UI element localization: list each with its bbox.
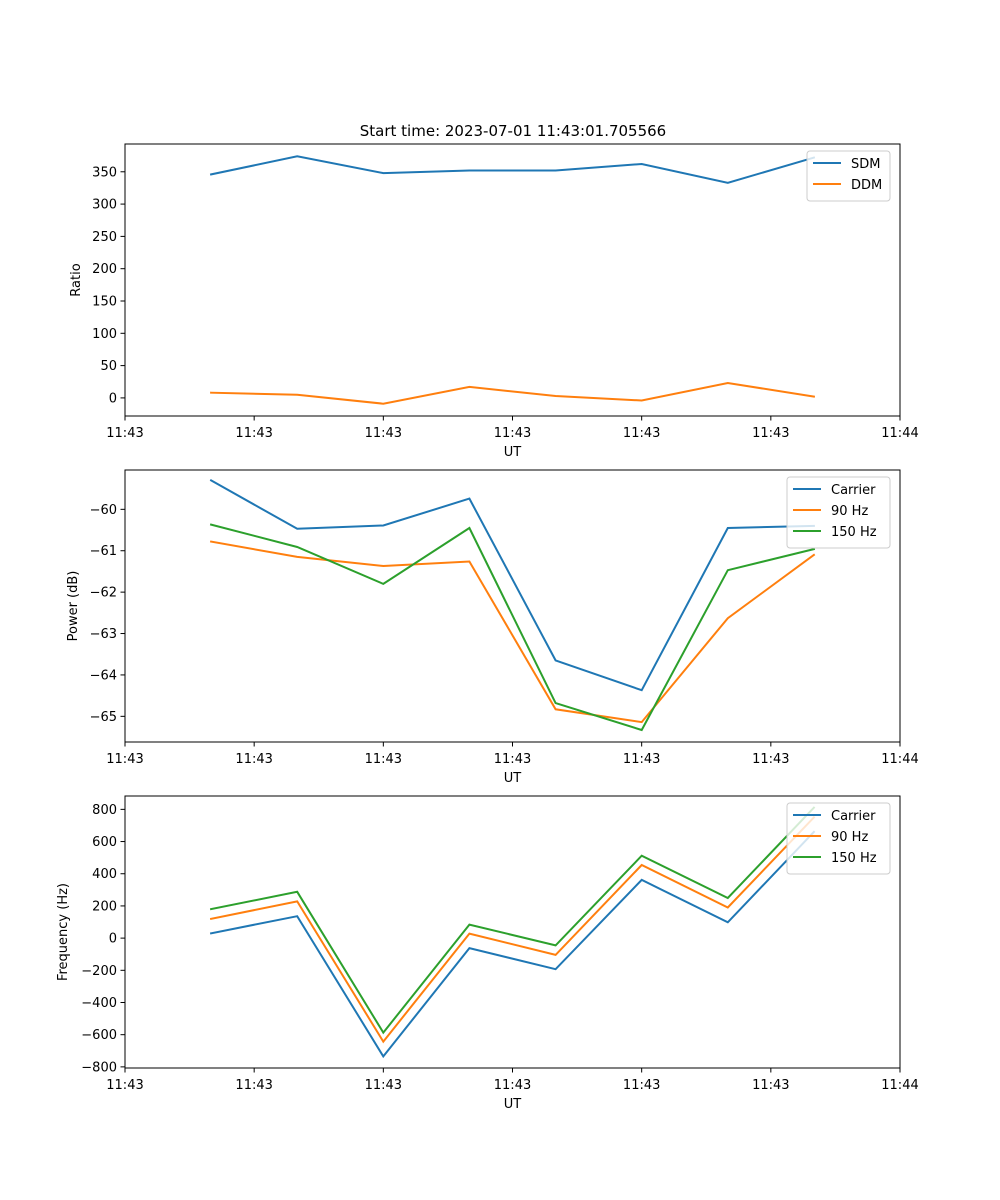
power-chart: 11:43 11:43 11:43 11:43 11:43 11:43 11:44 −60 −6…: [66, 469, 919, 786]
frequency-x-tick-label: 11:43: [106, 1078, 143, 1093]
power-x-axis-label: UT: [504, 771, 522, 786]
ratio-y-tick-label: 100: [92, 327, 117, 342]
frequency-series-carrier-line: [209, 830, 816, 1059]
power-legend-label-carrier: Carrier: [831, 483, 876, 498]
frequency-y-tick-label: 800: [92, 803, 117, 818]
frequency-series-90-hz-line: [209, 815, 816, 1044]
power-x-tick-label: 11:43: [365, 752, 402, 767]
ratio-y-tick-label: 200: [92, 262, 117, 277]
ratio-legend-label-ddm: DDM: [851, 178, 882, 193]
ratio-x-tick-label: 11:43: [365, 426, 402, 441]
ratio-series-sdm-line: [209, 155, 816, 184]
ratio-y-tick-label: 50: [100, 359, 117, 374]
power-x-tick-label: 11:43: [752, 752, 789, 767]
frequency-y-tick-label: −800: [81, 1060, 117, 1075]
ratio-y-tick-label: 300: [92, 198, 117, 213]
ratio-x-tick-label: 11:43: [752, 426, 789, 441]
ratio-y-tick-label: 150: [92, 294, 117, 309]
frequency-legend-label-150-hz: 150 Hz: [831, 851, 877, 866]
ratio-x-axis-label: UT: [504, 445, 522, 460]
power-y-tick-label: −63: [90, 627, 117, 642]
frequency-x-tick-label: 11:43: [235, 1078, 272, 1093]
ratio-y-axis-label: Ratio: [69, 263, 84, 296]
power-x-tick-label: 11:43: [494, 752, 531, 767]
power-x-tick-label: 11:43: [623, 752, 660, 767]
frequency-legend-label-90-hz: 90 Hz: [831, 830, 868, 845]
ratio-series-ddm-line: [210, 381, 816, 405]
frequency-legend-label-carrier: Carrier: [831, 809, 876, 824]
power-x-tick-label: 11:43: [235, 752, 272, 767]
power-series-carrier-line: [209, 479, 815, 692]
power-series-90-hz-line: [209, 540, 816, 724]
power-x-tick-label: 11:44: [881, 752, 918, 767]
frequency-y-tick-label: −600: [81, 1028, 117, 1043]
frequency-x-tick-label: 11:44: [881, 1078, 918, 1093]
power-series-150-hz-line: [209, 523, 816, 732]
power-y-tick-label: −62: [90, 586, 117, 601]
power-x-tick-label: 11:43: [106, 752, 143, 767]
frequency-x-tick-label: 11:43: [494, 1078, 531, 1093]
frequency-x-axis-label: UT: [504, 1097, 522, 1112]
ratio-y-tick-label: 0: [109, 391, 117, 406]
ratio-chart: 11:43 11:43 11:43 11:43 11:43 11:43 11:44 0 50 10…: [69, 143, 919, 460]
ratio-x-tick-label: 11:43: [494, 426, 531, 441]
power-y-tick-label: −64: [90, 668, 117, 683]
frequency-y-axis-label: Frequency (Hz): [56, 883, 71, 981]
ratio-x-tick-label: 11:43: [106, 426, 143, 441]
ratio-x-tick-label: 11:43: [623, 426, 660, 441]
power-legend-label-150-hz: 150 Hz: [831, 525, 877, 540]
power-y-tick-label: −65: [90, 710, 117, 725]
power-legend-label-90-hz: 90 Hz: [831, 504, 868, 519]
figure-title: Start time: 2023-07-01 11:43:01.705566: [360, 122, 666, 140]
power-y-axis-label: Power (dB): [66, 571, 81, 642]
power-y-tick-label: −61: [90, 544, 117, 559]
ratio-x-tick-label: 11:44: [881, 426, 918, 441]
frequency-x-tick-label: 11:43: [365, 1078, 402, 1093]
frequency-x-tick-label: 11:43: [752, 1078, 789, 1093]
ratio-y-tick-label: 350: [92, 165, 117, 180]
power-y-tick-label: −60: [90, 503, 117, 518]
frequency-y-tick-label: 0: [109, 932, 117, 947]
ratio-x-tick-label: 11:43: [235, 426, 272, 441]
ratio-y-tick-label: 250: [92, 230, 117, 245]
frequency-x-tick-label: 11:43: [623, 1078, 660, 1093]
frequency-chart: 11:43 11:43 11:43 11:43 11:43 11:43 11:44 800 60…: [56, 795, 919, 1112]
frequency-series-150-hz-line: [209, 806, 816, 1035]
frequency-y-tick-label: 600: [92, 835, 117, 850]
frequency-y-tick-label: −400: [81, 996, 117, 1011]
frequency-y-tick-label: 400: [92, 867, 117, 882]
ratio-legend-label-sdm: SDM: [851, 157, 880, 172]
frequency-y-tick-label: −200: [81, 964, 117, 979]
frequency-y-tick-label: 200: [92, 899, 117, 914]
